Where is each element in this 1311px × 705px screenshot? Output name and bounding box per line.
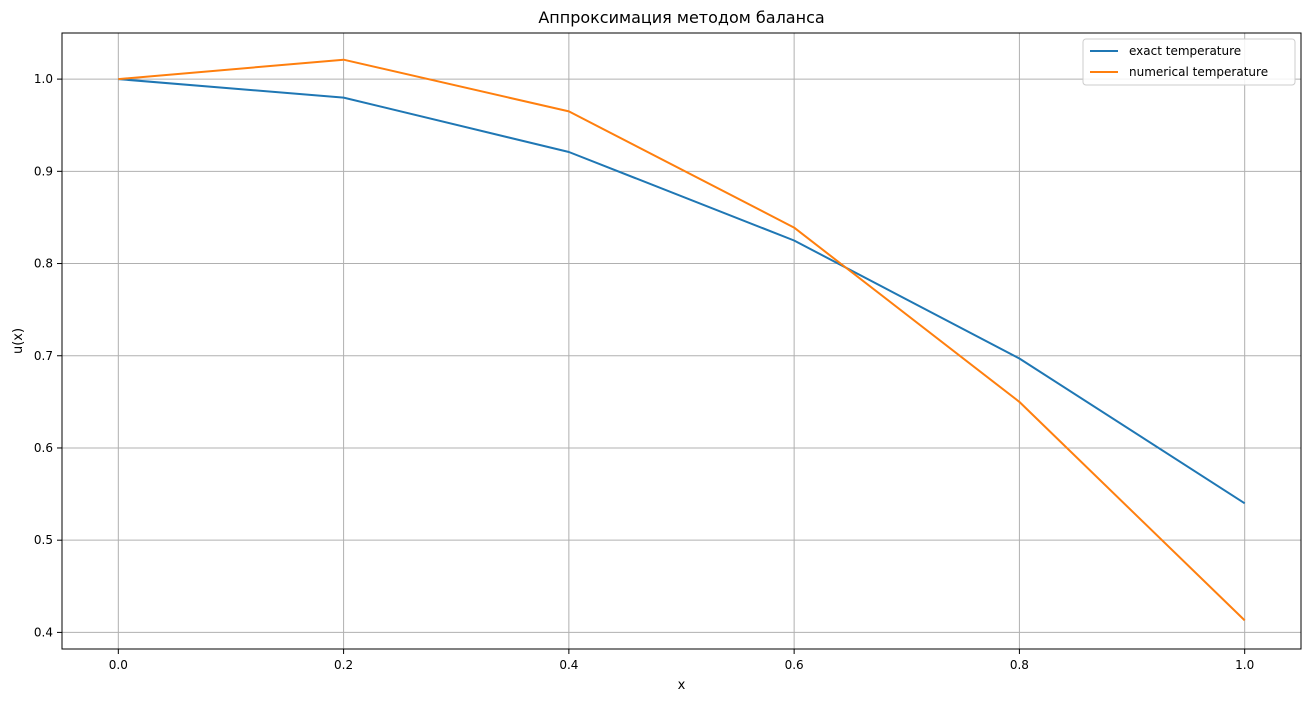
y-tick-label: 0.6 — [34, 441, 53, 455]
legend-entry-label: exact temperature — [1129, 44, 1241, 58]
y-tick-label: 0.4 — [34, 625, 53, 639]
x-tick-label: 0.2 — [334, 658, 353, 672]
chart-title: Аппроксимация методом баланса — [538, 8, 824, 27]
legend-entry-label: numerical temperature — [1129, 65, 1268, 79]
x-tick-label: 0.0 — [109, 658, 128, 672]
legend: exact temperature numerical temperature — [1082, 38, 1296, 86]
series-layer — [118, 58, 1246, 622]
x-tick-label: 0.8 — [1010, 658, 1029, 672]
y-tick-label: 0.5 — [34, 533, 53, 547]
x-axis-label: x — [678, 678, 686, 693]
x-tick-label: 0.6 — [785, 658, 804, 672]
plot-frame — [61, 32, 1302, 650]
y-tick-label: 0.7 — [34, 349, 53, 363]
series-line-2 — [118, 58, 1246, 622]
y-tick-label: 1.0 — [34, 72, 53, 86]
y-tick-label: 0.9 — [34, 164, 53, 178]
grid-layer — [62, 33, 1301, 649]
y-tick-label: 0.8 — [34, 257, 53, 271]
series-line-1 — [118, 78, 1246, 505]
x-tick-label: 0.4 — [559, 658, 578, 672]
legend-box — [1082, 38, 1296, 86]
y-axis-label: u(x) — [11, 328, 26, 354]
x-tick-label: 1.0 — [1235, 658, 1254, 672]
ticks-layer: 0.0 0.2 0.4 0.6 0.8 1.0 0.4 0.5 0.6 0.7 0.8 0.9 1.0 — [34, 72, 1254, 672]
